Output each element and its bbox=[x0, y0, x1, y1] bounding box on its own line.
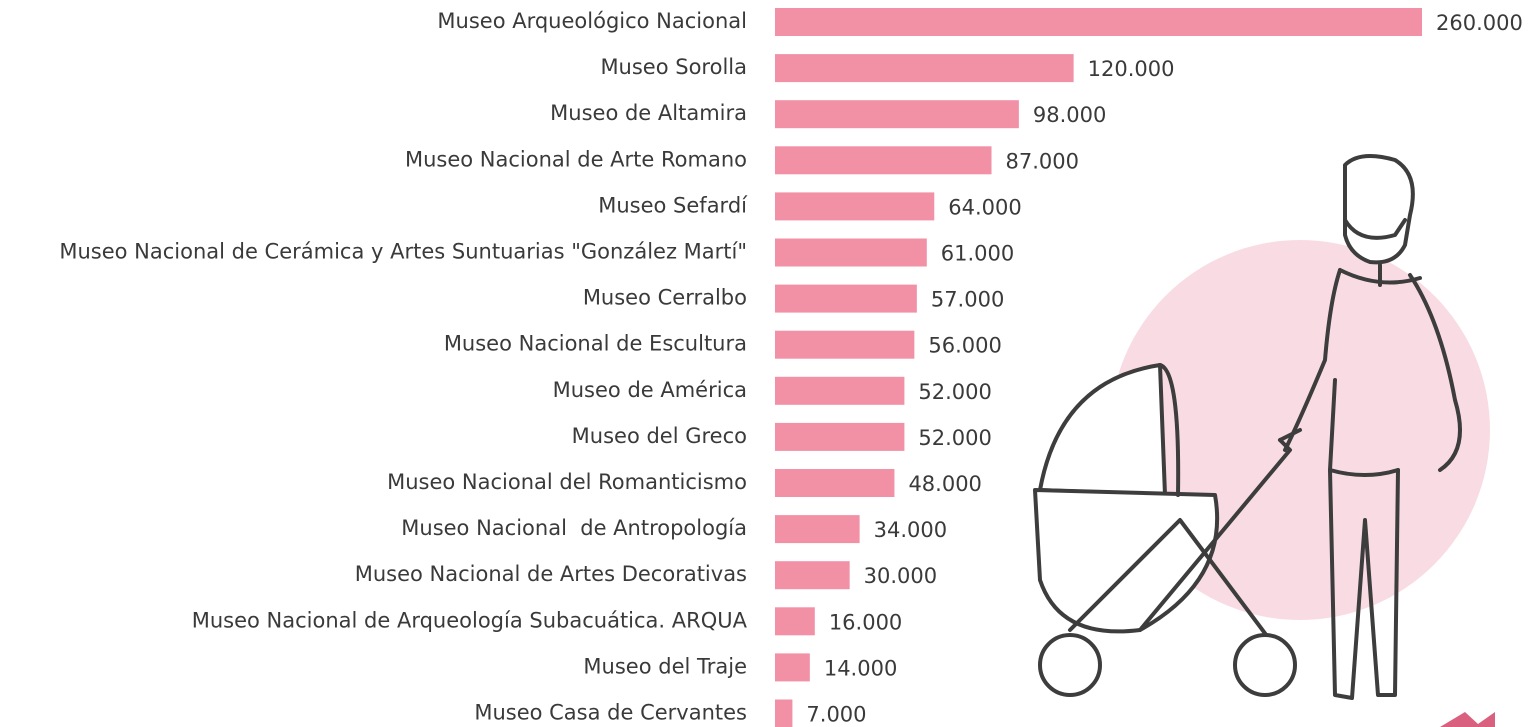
bar bbox=[775, 607, 815, 636]
bar bbox=[775, 238, 927, 267]
bar bbox=[775, 469, 895, 497]
category-label: Museo Sorolla bbox=[600, 55, 747, 79]
value-label: 16.000 bbox=[829, 610, 902, 634]
category-label: Museo Sefardí bbox=[598, 193, 748, 217]
value-label: 120.000 bbox=[1088, 57, 1175, 81]
value-label: 7.000 bbox=[806, 703, 866, 727]
value-label: 52.000 bbox=[918, 380, 991, 404]
category-label: Museo Nacional de Artes Decorativas bbox=[355, 562, 747, 586]
bar bbox=[775, 100, 1019, 129]
illustration bbox=[1033, 154, 1495, 727]
category-label: Museo Nacional de Arqueología Subacuátic… bbox=[192, 608, 748, 632]
category-label: Museo del Greco bbox=[572, 424, 747, 448]
bar bbox=[775, 422, 905, 451]
value-label: 61.000 bbox=[941, 242, 1014, 266]
value-label: 52.000 bbox=[918, 426, 991, 450]
category-label: Museo Nacional de Cerámica y Artes Suntu… bbox=[59, 240, 747, 264]
bar bbox=[775, 54, 1074, 83]
value-label: 260.000 bbox=[1436, 11, 1523, 35]
value-label: 64.000 bbox=[948, 195, 1021, 219]
value-label: 34.000 bbox=[874, 518, 947, 542]
value-label: 57.000 bbox=[931, 288, 1004, 312]
category-label: Museo Casa de Cervantes bbox=[474, 701, 747, 725]
category-label: Museo Nacional de Antropología bbox=[401, 516, 747, 540]
category-label: Museo de América bbox=[553, 378, 747, 402]
value-label: 98.000 bbox=[1033, 103, 1106, 127]
value-label: 56.000 bbox=[928, 334, 1001, 358]
value-label: 30.000 bbox=[864, 564, 937, 588]
category-label: Museo Arqueológico Nacional bbox=[437, 9, 747, 33]
value-label: 14.000 bbox=[824, 656, 897, 680]
category-label: Museo de Altamira bbox=[550, 101, 747, 125]
bar bbox=[775, 330, 915, 359]
category-label: Museo Cerralbo bbox=[583, 286, 747, 310]
category-label: Museo del Traje bbox=[583, 654, 747, 678]
bar bbox=[775, 653, 810, 682]
bar bbox=[775, 8, 1422, 36]
bar bbox=[775, 284, 917, 313]
bar bbox=[775, 146, 992, 175]
category-label: Museo Nacional del Romanticismo bbox=[387, 470, 747, 494]
bar bbox=[775, 561, 850, 590]
bar bbox=[775, 192, 935, 221]
bar bbox=[775, 699, 793, 727]
value-label: 48.000 bbox=[908, 472, 981, 496]
value-label: 87.000 bbox=[1005, 149, 1078, 173]
category-label: Museo Nacional de Escultura bbox=[444, 332, 747, 356]
category-label: Museo Nacional de Arte Romano bbox=[405, 147, 747, 171]
bar bbox=[775, 515, 860, 544]
bar bbox=[775, 376, 905, 405]
